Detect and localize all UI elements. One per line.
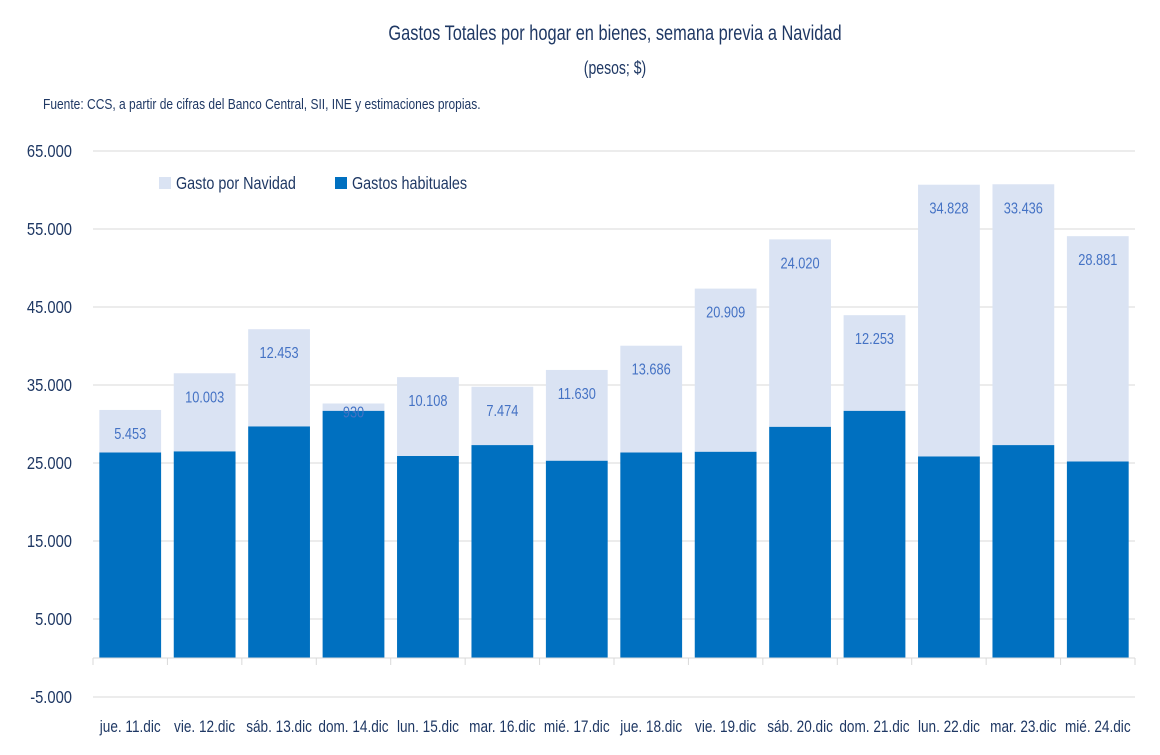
x-tick-label: lun. 15.dic [397, 718, 459, 737]
bar-gastos-habituales [248, 426, 310, 658]
bar-gastos-habituales [694, 451, 757, 658]
bar-gastos-habituales [471, 445, 534, 658]
x-tick-label: mar. 23.dic [990, 718, 1057, 737]
bar-gasto-navidad [694, 288, 757, 452]
bar-gastos-habituales [99, 452, 162, 658]
legend-swatch [335, 177, 347, 189]
y-tick-label: 15.000 [27, 532, 72, 552]
data-label: 24.020 [781, 255, 820, 273]
bar-gastos-habituales [173, 451, 236, 658]
data-label: 11.630 [558, 386, 596, 404]
y-tick-label: 55.000 [27, 220, 72, 240]
y-tick-label: 25.000 [27, 454, 72, 474]
x-tick-label: mié. 17.dic [544, 718, 610, 737]
x-tick-label: sáb. 13.dic [246, 718, 312, 737]
data-label: 12.253 [855, 331, 894, 349]
x-axis: jue. 11.dic vie. 12.dic sáb. 13.dic dom. 14… [92, 657, 1136, 737]
legend-label: Gasto por Navidad [176, 174, 296, 194]
data-label: 34.828 [929, 200, 968, 218]
data-label: 5.453 [114, 426, 146, 444]
y-tick-label: -5.000 [30, 688, 72, 708]
bar-gasto-navidad [545, 369, 608, 461]
legend: Gasto por Navidad Gastos habituales [159, 174, 467, 194]
bar-gastos-habituales [322, 410, 385, 658]
data-label: 7.474 [486, 403, 518, 421]
data-label: 10.003 [185, 389, 224, 407]
data-label: 13.686 [632, 361, 671, 379]
chart-title: Gastos Totales por hogar en bienes, sema… [388, 22, 842, 45]
x-tick-label: vie. 19.dic [695, 718, 756, 737]
bar-gastos-habituales [397, 455, 459, 658]
bars: 5.453 10.003 12.453 930 10.108 7.474 11.630 13.… [99, 184, 1129, 658]
bar-gastos-habituales [1066, 461, 1129, 658]
chart-source-note: Fuente: CCS, a partir de cifras del Banc… [43, 96, 481, 113]
x-tick-label: jue. 11.dic [99, 718, 161, 737]
bar-gasto-navidad [248, 329, 310, 427]
bar-gasto-navidad [769, 239, 831, 427]
x-tick-label: mar. 16.dic [469, 718, 536, 737]
bar-gasto-navidad [918, 184, 980, 457]
y-axis: -5.000 5.000 15.000 25.000 35.000 45.000 55.00… [27, 142, 72, 708]
y-tick-label: 65.000 [27, 142, 72, 162]
y-tick-label: 35.000 [27, 376, 72, 396]
x-tick-label: dom. 21.dic [839, 718, 909, 737]
bar-gasto-navidad [1066, 236, 1129, 462]
bar-gastos-habituales [918, 456, 980, 658]
data-label: 10.108 [408, 393, 447, 411]
chart-subtitle: (pesos; $) [583, 58, 647, 78]
bar-gastos-habituales [545, 460, 608, 658]
x-tick-label: jue. 18.dic [619, 718, 682, 737]
bar-gasto-navidad [397, 377, 459, 456]
x-tick-label: lun. 22.dic [918, 718, 980, 737]
bar-gastos-habituales [843, 410, 906, 658]
x-tick-label: dom. 14.dic [318, 718, 388, 737]
legend-label: Gastos habituales [352, 174, 467, 194]
bar-gasto-navidad [471, 386, 534, 446]
y-tick-label: 45.000 [27, 298, 72, 318]
bar-gastos-habituales [992, 445, 1055, 658]
data-label: 33.436 [1004, 200, 1043, 218]
bar-gasto-navidad [620, 345, 683, 453]
bar-gastos-habituales [620, 452, 683, 658]
x-tick-label: sáb. 20.dic [767, 718, 833, 737]
data-label: 930 [343, 404, 364, 422]
bar-gastos-habituales [769, 426, 831, 658]
data-label: 28.881 [1078, 252, 1117, 270]
bar-gasto-navidad [992, 184, 1055, 446]
bar-gasto-navidad [173, 373, 236, 452]
y-tick-label: 5.000 [35, 610, 72, 630]
bar-gasto-navidad [843, 315, 906, 411]
bar-gasto-navidad [99, 409, 162, 453]
bar-gasto-navidad [322, 403, 385, 411]
data-label: 20.909 [706, 304, 745, 322]
x-tick-label: mié. 24.dic [1065, 718, 1131, 737]
x-tick-label: vie. 12.dic [174, 718, 235, 737]
legend-swatch [159, 177, 171, 189]
data-label: 12.453 [260, 345, 299, 363]
